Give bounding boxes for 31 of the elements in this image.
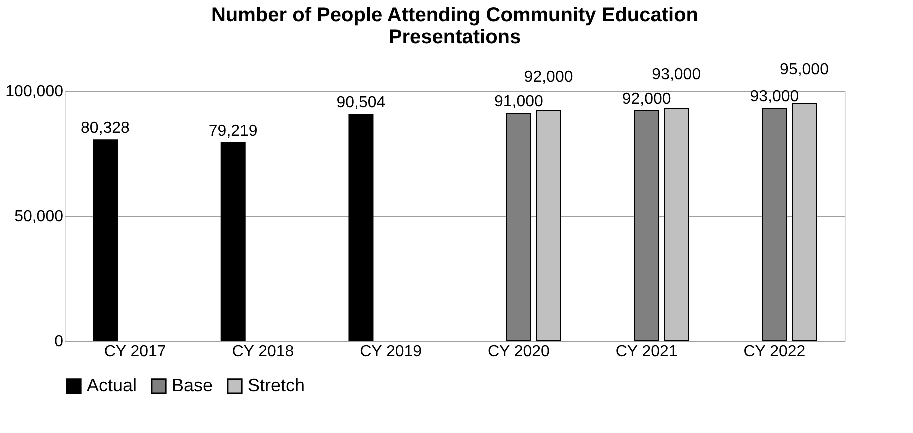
legend-label: Actual	[87, 375, 138, 396]
y-tick-label: 100,000	[6, 84, 64, 100]
data-label: 90,504	[336, 94, 386, 112]
chart-title: Number of People Attending Community Education Presentations	[211, 4, 699, 48]
data-label: 93,000	[652, 66, 702, 84]
data-label: 92,000	[622, 91, 672, 108]
data-label: 93,000	[750, 88, 800, 106]
bar	[634, 110, 660, 342]
data-label: 79,219	[208, 122, 258, 140]
bar	[220, 142, 246, 342]
x-tick-label: CY 2017	[104, 344, 166, 360]
x-tick-label: CY 2021	[616, 344, 678, 360]
bar	[664, 108, 690, 342]
data-label: 80,328	[81, 120, 130, 138]
legend-label: Base	[172, 375, 214, 396]
bar	[762, 108, 788, 342]
bar	[536, 110, 562, 342]
data-label: 95,000	[780, 62, 830, 78]
bar	[506, 113, 532, 342]
data-label: 91,000	[494, 94, 544, 110]
x-tick-label: CY 2020	[488, 344, 550, 360]
x-tick-label: CY 2018	[232, 344, 294, 360]
x-tick-label: CY 2019	[360, 344, 422, 360]
y-tick-label: 0	[54, 334, 64, 350]
y-tick-label: 50,000	[14, 208, 64, 226]
x-tick-label: CY 2022	[744, 344, 806, 360]
bar	[792, 103, 818, 342]
data-label: 92,000	[524, 69, 574, 86]
bar	[92, 140, 118, 342]
bar	[348, 114, 374, 342]
legend-label: Stretch	[248, 375, 306, 396]
